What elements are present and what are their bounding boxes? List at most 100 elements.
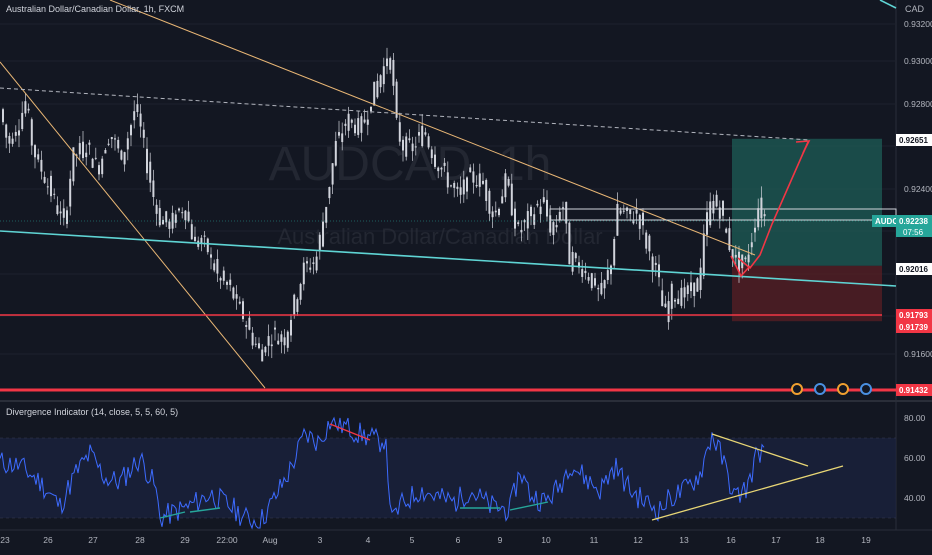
candle-body	[683, 287, 686, 298]
candle-body	[194, 236, 196, 242]
candle-body	[120, 150, 123, 160]
candle-body	[456, 186, 459, 189]
candle-body	[18, 130, 20, 136]
candle-body	[552, 222, 555, 236]
candle-body	[261, 349, 264, 362]
candle-body	[411, 143, 414, 152]
candle-body	[725, 228, 728, 233]
candle-body	[504, 173, 507, 198]
candle-body	[219, 278, 222, 281]
candle-body	[606, 270, 609, 280]
trendline-orange-descending	[109, 0, 756, 256]
price-tick-label: 0.93200	[904, 19, 932, 29]
event-marker-icon	[837, 383, 849, 395]
candle-body	[123, 152, 126, 165]
candle-body	[517, 222, 520, 225]
candle-body	[322, 221, 324, 247]
candle-body	[405, 136, 408, 157]
candle-body	[686, 285, 689, 295]
candle-body	[165, 211, 168, 223]
candle-body	[226, 281, 228, 285]
candle-body	[59, 211, 62, 214]
candle-body	[763, 214, 766, 217]
candle-body	[706, 212, 708, 235]
candle-body	[722, 200, 724, 216]
candle-body	[251, 332, 254, 346]
candle-body	[546, 199, 548, 217]
candle-body	[674, 299, 676, 302]
candle-body	[190, 224, 193, 240]
candle-body	[584, 270, 587, 274]
candle-body	[136, 104, 139, 113]
dashed-resistance-line	[0, 87, 811, 141]
candle-body	[622, 210, 625, 212]
candle-body	[130, 125, 132, 136]
candle-body	[242, 301, 244, 320]
candle-body	[488, 190, 491, 214]
price-tag: 0.92016	[899, 265, 928, 274]
candle-body	[651, 256, 654, 273]
candle-body	[693, 282, 696, 296]
candle-body	[386, 58, 388, 67]
candle-body	[757, 208, 760, 228]
candle-body	[558, 211, 561, 221]
candle-body	[158, 208, 161, 226]
candle-body	[296, 299, 299, 312]
candle-body	[171, 212, 174, 229]
candle-body	[555, 224, 558, 228]
candle-body	[571, 251, 574, 272]
candle-body	[21, 112, 24, 129]
time-tick-label: 23	[0, 535, 10, 545]
candle-body	[709, 201, 712, 226]
candle-body	[459, 187, 462, 195]
price-tick-label: 0.93000	[904, 56, 932, 66]
candle-body	[690, 282, 692, 292]
candle-body	[24, 101, 27, 114]
candle-body	[498, 208, 500, 216]
price-tick-label: 0.92800	[904, 99, 932, 109]
candle-body	[661, 290, 664, 307]
candle-body	[40, 159, 43, 172]
candle-body	[107, 143, 110, 145]
time-tick-label: 19	[861, 535, 871, 545]
candle-body	[264, 346, 267, 353]
price-tick-label: 0.92400	[904, 184, 932, 194]
indicator-line	[0, 416, 765, 530]
candle-body	[152, 180, 155, 197]
candle-body	[69, 178, 72, 207]
indicator-tick-label: 80.00	[904, 413, 926, 423]
candle-body	[475, 185, 478, 187]
candle-body	[648, 235, 651, 252]
candle-body	[366, 119, 369, 125]
candle-body	[632, 219, 635, 224]
bullish-divergence-mark	[509, 501, 549, 511]
candle-body	[56, 205, 59, 214]
candle-body	[715, 194, 718, 207]
candle-body	[587, 277, 590, 281]
candle-body	[338, 132, 340, 136]
candle-body	[30, 119, 33, 146]
candle-body	[738, 251, 740, 273]
candle-body	[318, 234, 321, 251]
candle-body	[450, 185, 452, 187]
candle-body	[750, 242, 753, 248]
time-tick-label: 12	[633, 535, 643, 545]
candle-body	[440, 167, 443, 170]
candle-body	[283, 337, 286, 346]
indicator-title: Divergence Indicator (14, close, 5, 5, 6…	[6, 407, 179, 417]
candle-body	[62, 208, 65, 218]
candle-body	[341, 133, 344, 143]
candle-body	[421, 125, 424, 147]
candle-body	[168, 221, 171, 229]
candle-body	[331, 163, 334, 185]
candle-body	[222, 270, 225, 281]
candle-body	[142, 129, 145, 138]
time-tick-label: 10	[541, 535, 551, 545]
candle-body	[200, 237, 203, 244]
candle-body	[754, 227, 756, 233]
candle-body	[482, 180, 484, 184]
candle-body	[466, 177, 468, 192]
candle-body	[510, 183, 513, 216]
